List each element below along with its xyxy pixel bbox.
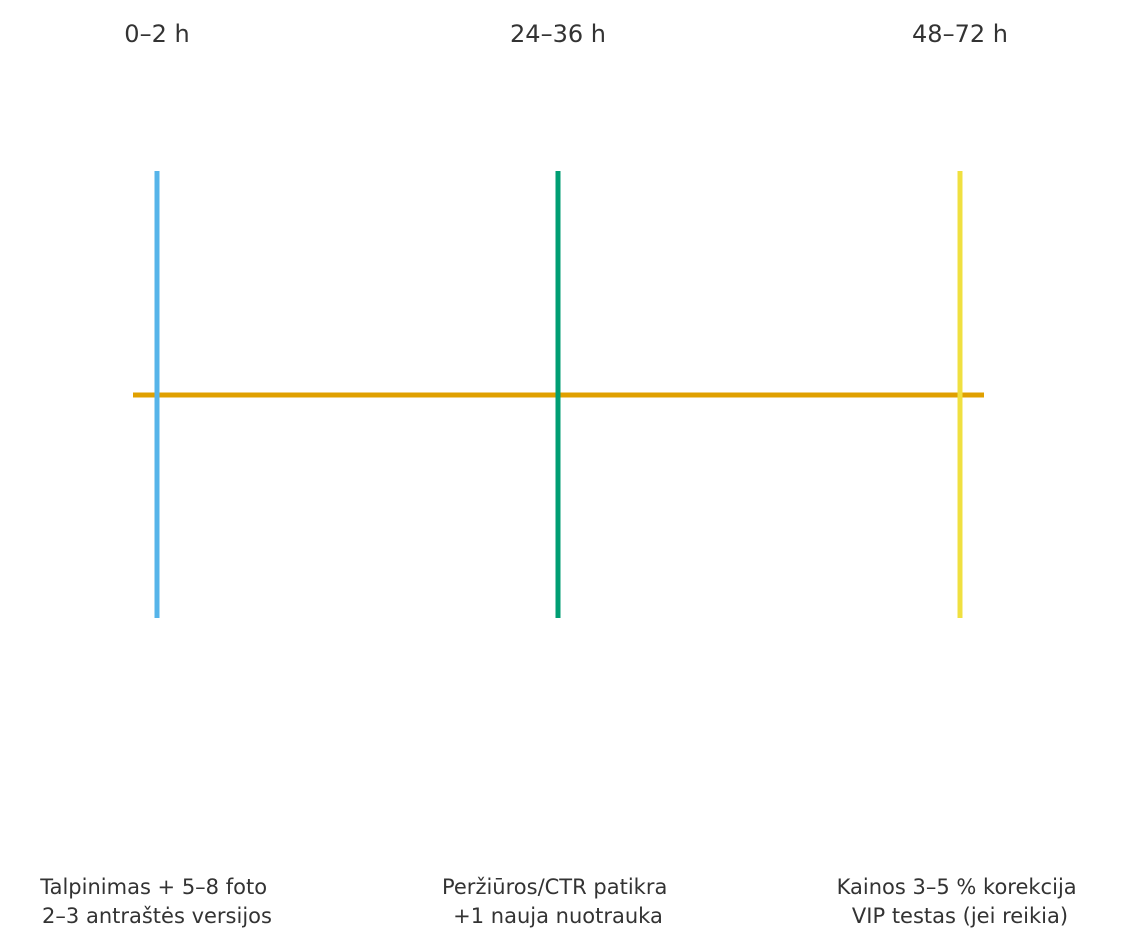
milestone-24-36h: 24–36 h Peržiūros/CTR patikra +1 nauja n… xyxy=(442,20,674,928)
milestone-48-72h: 48–72 h Kainos 3–5 % korekcija VIP testa… xyxy=(837,20,1084,928)
milestone-description-line-2: +1 nauja nuotrauka xyxy=(453,904,663,928)
milestone-description: Peržiūros/CTR patikra +1 nauja nuotrauka xyxy=(442,875,674,928)
milestone-description: Kainos 3–5 % korekcija VIP testas (jei r… xyxy=(837,875,1084,928)
milestone-description-line-2: VIP testas (jei reikia) xyxy=(852,904,1068,928)
milestone-description-line-1: Talpinimas + 5–8 foto xyxy=(39,875,267,899)
milestone-time-label: 48–72 h xyxy=(912,20,1008,48)
milestone-description-line-1: Kainos 3–5 % korekcija xyxy=(837,875,1077,899)
milestone-0-2h: 0–2 h Talpinimas + 5–8 foto 2–3 antraštė… xyxy=(39,20,273,928)
milestone-description-line-1: Peržiūros/CTR patikra xyxy=(442,875,667,899)
milestone-description-line-2: 2–3 antraštės versijos xyxy=(42,904,272,928)
milestone-description: Talpinimas + 5–8 foto 2–3 antraštės vers… xyxy=(39,875,273,928)
milestone-time-label: 0–2 h xyxy=(124,20,189,48)
milestone-time-label: 24–36 h xyxy=(510,20,606,48)
